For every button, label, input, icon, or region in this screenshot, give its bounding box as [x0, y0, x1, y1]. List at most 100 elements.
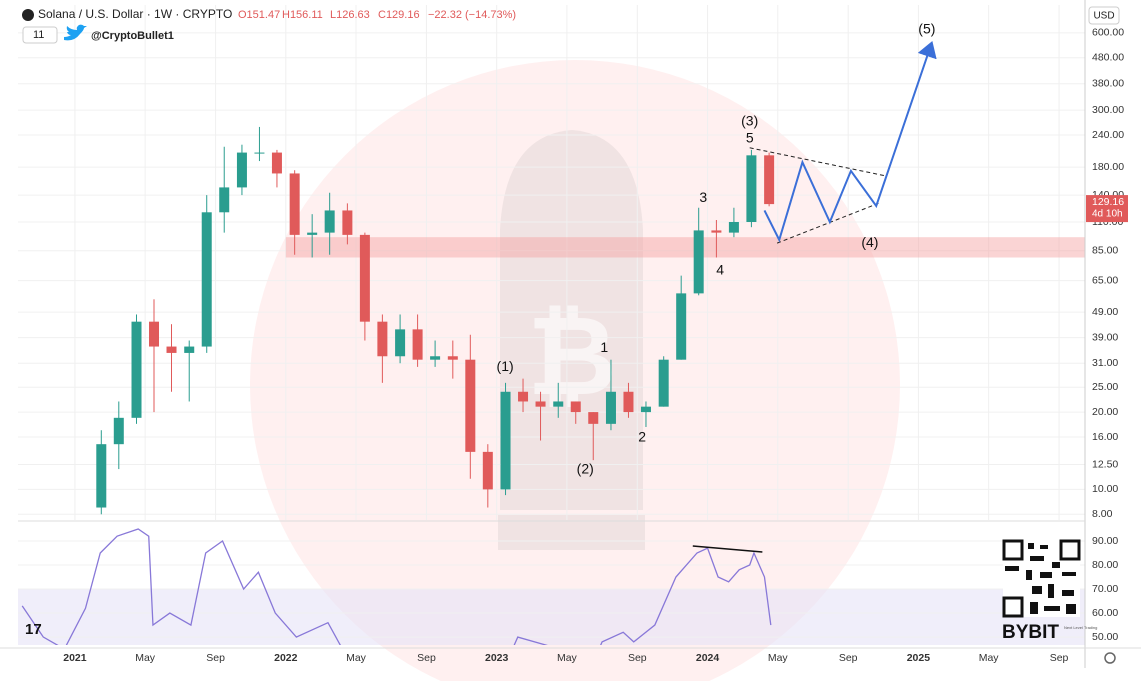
candle-body: [500, 391, 511, 490]
support-zone: [285, 237, 1085, 258]
y-tick-label: 8.00: [1092, 508, 1113, 520]
y-tick-label: 90.00: [1092, 535, 1118, 547]
y-tick-label: 300.00: [1092, 104, 1124, 116]
y-tick-label: 60.00: [1092, 607, 1118, 619]
settings-icon[interactable]: [1104, 652, 1116, 664]
wave-label: (2): [577, 461, 594, 477]
y-tick-label: 39.00: [1092, 331, 1118, 343]
ohlc: L126.63: [330, 9, 370, 21]
candle-body: [553, 401, 564, 407]
y-tick-label: 20.00: [1092, 406, 1118, 418]
twitter-icon: [64, 24, 87, 41]
y-tick-label: 65.00: [1092, 274, 1118, 286]
x-tick-label: May: [557, 652, 578, 664]
candle-body: [482, 451, 493, 490]
candle-body: [307, 232, 318, 235]
y-tick-label: 70.00: [1092, 583, 1118, 595]
candle-body: [676, 293, 687, 360]
candle-body: [693, 230, 704, 294]
price-tag: [1086, 195, 1128, 223]
candle-body: [640, 406, 651, 413]
watermark: ₿: [250, 60, 900, 681]
change: −22.32 (−14.73%): [428, 9, 516, 21]
x-tick-label: Sep: [1050, 652, 1069, 664]
wave-label: 2: [638, 428, 646, 444]
candle-body: [535, 401, 546, 407]
candle-body: [236, 152, 247, 188]
candle-body: [570, 401, 581, 413]
candle-body: [728, 221, 739, 233]
candle-body: [113, 417, 124, 445]
candle-body: [166, 346, 177, 353]
y-tick-label: 480.00: [1092, 51, 1124, 63]
wave-label: 5: [746, 129, 754, 145]
y-tick-label: 180.00: [1092, 161, 1124, 173]
candle-body: [342, 210, 353, 235]
divergence-line: [692, 545, 763, 553]
candle-body: [149, 321, 160, 347]
candle-body: [605, 391, 616, 424]
rsi-pane: [18, 528, 1085, 645]
header: Solana / U.S. Dollar · 1W · CRYPTO O151.…: [22, 6, 1120, 44]
x-tick-label: 2024: [696, 652, 720, 664]
wave-label: (4): [861, 234, 878, 250]
candle-body: [254, 152, 265, 154]
candle-body: [764, 155, 775, 205]
candle-body: [201, 212, 212, 347]
candle-body: [395, 329, 406, 357]
candle-body: [324, 210, 335, 233]
wave-label: 4: [716, 262, 724, 278]
y-tick-label: 31.00: [1092, 357, 1118, 369]
x-tick-label: Sep: [206, 652, 225, 664]
wave-label: (3): [741, 113, 758, 129]
candle-body: [588, 412, 599, 424]
y-tick-label: 600.00: [1092, 27, 1124, 39]
currency-button[interactable]: [1088, 6, 1120, 25]
candle-body: [219, 187, 230, 213]
price-pane: (1) (2) 1 2 3 4 (3)5 (4) (5): [18, 5, 1085, 520]
wave-label: 1: [600, 339, 608, 355]
x-tick-label: 2022: [274, 652, 298, 664]
x-tick-label: May: [768, 652, 789, 664]
x-tick-label: May: [346, 652, 367, 664]
ohlc: C129.16: [378, 9, 420, 21]
x-tick-label: May: [979, 652, 1000, 664]
wave-label: (5): [918, 21, 935, 37]
candle-body: [359, 234, 370, 322]
x-tick-label: May: [135, 652, 156, 664]
y-tick-label: 380.00: [1092, 78, 1124, 90]
x-tick-label: Sep: [628, 652, 647, 664]
y-tick-label: 16.00: [1092, 431, 1118, 443]
x-tick-label: Sep: [839, 652, 858, 664]
candle-body: [711, 230, 722, 233]
interval-count: 11: [33, 29, 44, 41]
ohlc: O151.47: [238, 9, 280, 21]
y-tick-label: 10.00: [1092, 483, 1118, 495]
candle-body: [131, 321, 142, 418]
x-tick-label: 2025: [907, 652, 931, 664]
y-tick-label: 25.00: [1092, 381, 1118, 393]
candle-body: [518, 391, 529, 402]
brand: BYBIT: [1002, 622, 1059, 643]
x-tick-label: Sep: [417, 652, 436, 664]
candle-body: [430, 356, 441, 360]
candle-body: [746, 155, 757, 222]
candle-body: [412, 329, 423, 360]
y-tick-label: 240.00: [1092, 129, 1124, 141]
price-tag-value: 129.16: [1092, 196, 1124, 208]
wave-label: 3: [699, 189, 707, 205]
svg-text:₿: ₿: [527, 295, 617, 418]
ohlc: H156.11: [282, 9, 323, 21]
candle-body: [184, 346, 195, 353]
candle-body: [623, 391, 634, 413]
y-tick-label: 50.00: [1092, 631, 1118, 643]
projection: [763, 40, 937, 243]
countdown: 4d 10h: [1092, 209, 1123, 220]
wave-label: (1): [497, 358, 514, 374]
collapse-button[interactable]: [22, 26, 58, 44]
symbol: Solana / U.S. Dollar · 1W · CRYPTO: [38, 7, 232, 21]
y-tick-label: 49.00: [1092, 306, 1118, 318]
y-tick-label: 12.50: [1092, 458, 1118, 470]
candle-body: [289, 173, 300, 235]
